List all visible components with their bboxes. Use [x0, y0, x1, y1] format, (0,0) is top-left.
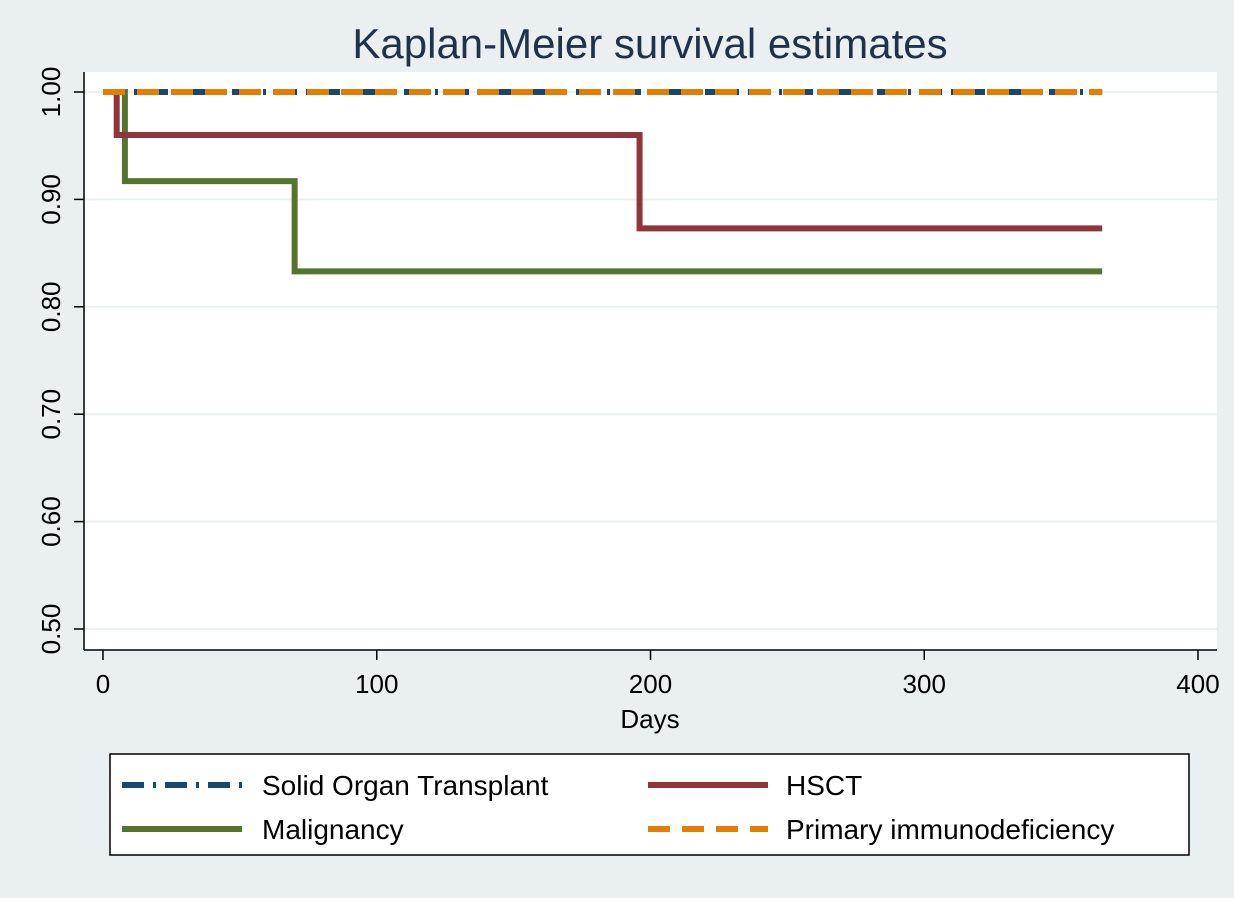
y-tick-label: 1.00 — [36, 67, 66, 118]
legend-label-1: HSCT — [786, 770, 862, 801]
plot-area — [84, 72, 1217, 650]
x-tick-label: 0 — [96, 669, 110, 699]
y-axis-ticks: 0.50 0.60 0.70 0.80 0.90 1.00 — [36, 67, 84, 655]
legend-label-0: Solid Organ Transplant — [262, 770, 549, 801]
legend-label-2: Malignancy — [262, 814, 404, 845]
y-tick-label: 0.50 — [36, 604, 66, 655]
x-axis-title: Days — [620, 704, 679, 734]
chart-title: Kaplan-Meier survival estimates — [352, 20, 947, 67]
x-tick-label: 100 — [355, 669, 398, 699]
x-tick-label: 300 — [903, 669, 946, 699]
legend-entries: Solid Organ Transplant HSCT Malignancy Prim… — [122, 770, 1114, 845]
y-tick-label: 0.80 — [36, 281, 66, 332]
legend — [109, 753, 1190, 856]
legend-label-3: Primary immunodeficiency — [786, 814, 1114, 845]
series-lines — [103, 89, 1103, 275]
x-axis-ticks: 0 100 200 300 400 — [96, 650, 1220, 699]
x-tick-label: 200 — [629, 669, 672, 699]
y-tick-label: 0.60 — [36, 496, 66, 547]
y-tick-label: 0.70 — [36, 389, 66, 440]
y-tick-label: 0.90 — [36, 174, 66, 225]
x-tick-label: 400 — [1176, 669, 1219, 699]
